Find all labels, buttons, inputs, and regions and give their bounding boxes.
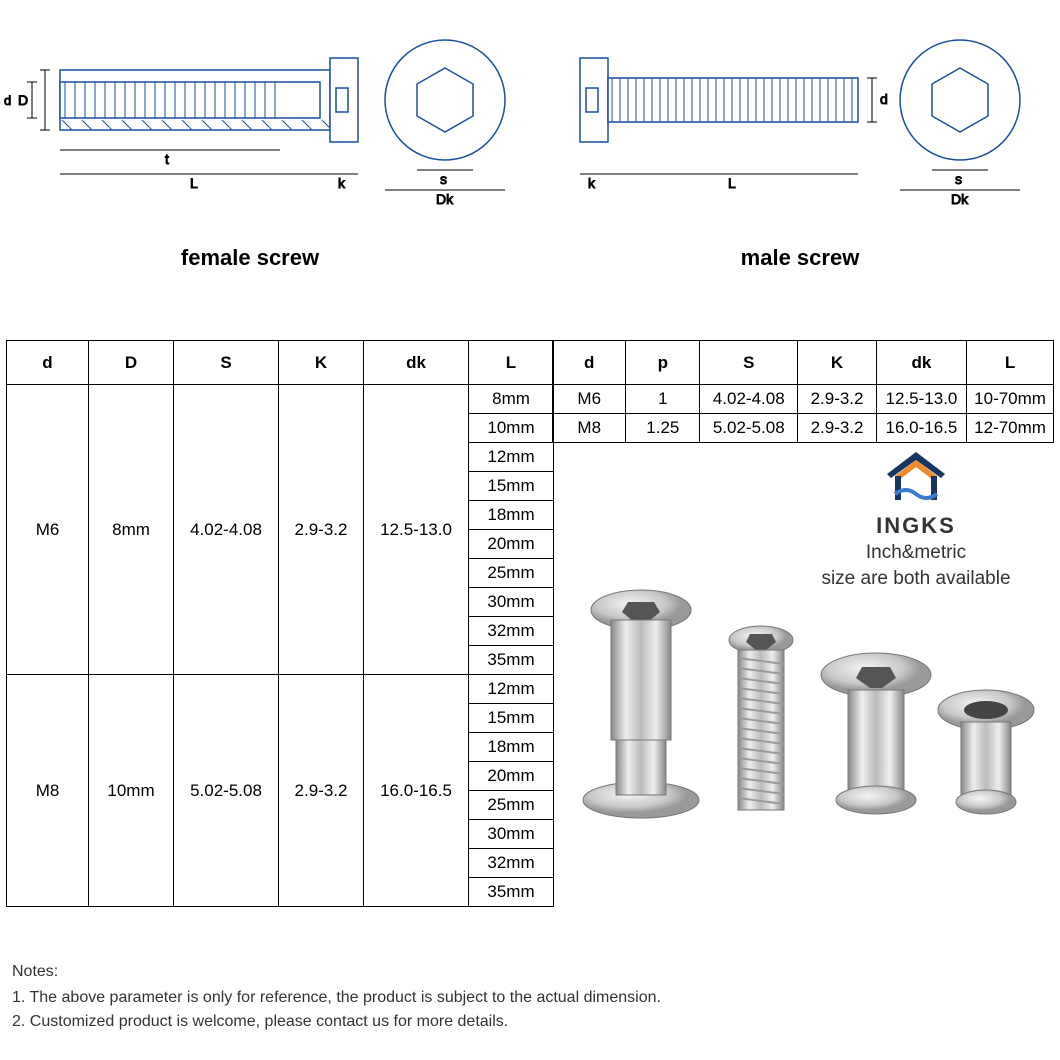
male-screw-label: male screw [700, 245, 900, 271]
diagram-section: D d t L k s Dk [0, 20, 1060, 240]
product-photo [566, 540, 1036, 860]
col-K: K [798, 341, 876, 385]
female-screw-diagram: D d t L k s Dk [0, 20, 540, 220]
photo-screw-4 [938, 690, 1034, 814]
photo-screw-1 [583, 590, 699, 818]
col-p: p [626, 341, 700, 385]
col-d: d [7, 341, 89, 385]
dim-Dk: Dk [436, 191, 454, 207]
dim-L: L [190, 175, 198, 191]
col-K: K [279, 341, 364, 385]
photo-screw-2 [729, 626, 793, 810]
dim-k: k [588, 175, 596, 191]
col-L: L [469, 341, 554, 385]
table-row: M8 10mm 5.02-5.08 2.9-3.2 16.0-16.5 12mm [7, 675, 554, 704]
table-row: M6 1 4.02-4.08 2.9-3.2 12.5-13.0 10-70mm [553, 385, 1054, 414]
notes-title: Notes: [12, 960, 661, 984]
table-header-row: d D S K dk L [7, 341, 554, 385]
brand-logo-icon [881, 450, 951, 506]
female-screw-table: d D S K dk L M6 8mm 4.02-4.08 2.9-3.2 12… [6, 340, 554, 907]
notes-block: Notes: 1. The above parameter is only fo… [12, 960, 661, 1034]
table-header-row: d p S K dk L [553, 341, 1054, 385]
dim-d: d [880, 91, 888, 107]
dim-s: s [955, 171, 962, 187]
male-screw-table: d p S K dk L M6 1 4.02-4.08 2.9-3.2 12.5… [552, 340, 1054, 443]
note-item: 2. Customized product is welcome, please… [12, 1010, 661, 1034]
col-S: S [700, 341, 798, 385]
note-item: 1. The above parameter is only for refer… [12, 986, 661, 1010]
table-row: M8 1.25 5.02-5.08 2.9-3.2 16.0-16.5 12-7… [553, 414, 1054, 443]
brand-name: INGKS [786, 513, 1046, 539]
table-row: M6 8mm 4.02-4.08 2.9-3.2 12.5-13.0 8mm [7, 385, 554, 414]
col-D: D [89, 341, 174, 385]
dim-d: d [4, 93, 11, 108]
col-dk: dk [876, 341, 966, 385]
dim-s: s [440, 171, 447, 187]
male-screw-diagram: d k L s Dk [560, 20, 1050, 220]
col-dk: dk [364, 341, 469, 385]
col-S: S [174, 341, 279, 385]
col-d: d [553, 341, 626, 385]
dim-D: D [18, 92, 28, 108]
female-screw-label: female screw [150, 245, 350, 271]
dim-Dk: Dk [951, 191, 969, 207]
dim-t: t [165, 151, 169, 167]
col-L: L [967, 341, 1054, 385]
dim-k: k [338, 175, 346, 191]
photo-screw-3 [821, 653, 931, 814]
dim-L: L [728, 175, 736, 191]
